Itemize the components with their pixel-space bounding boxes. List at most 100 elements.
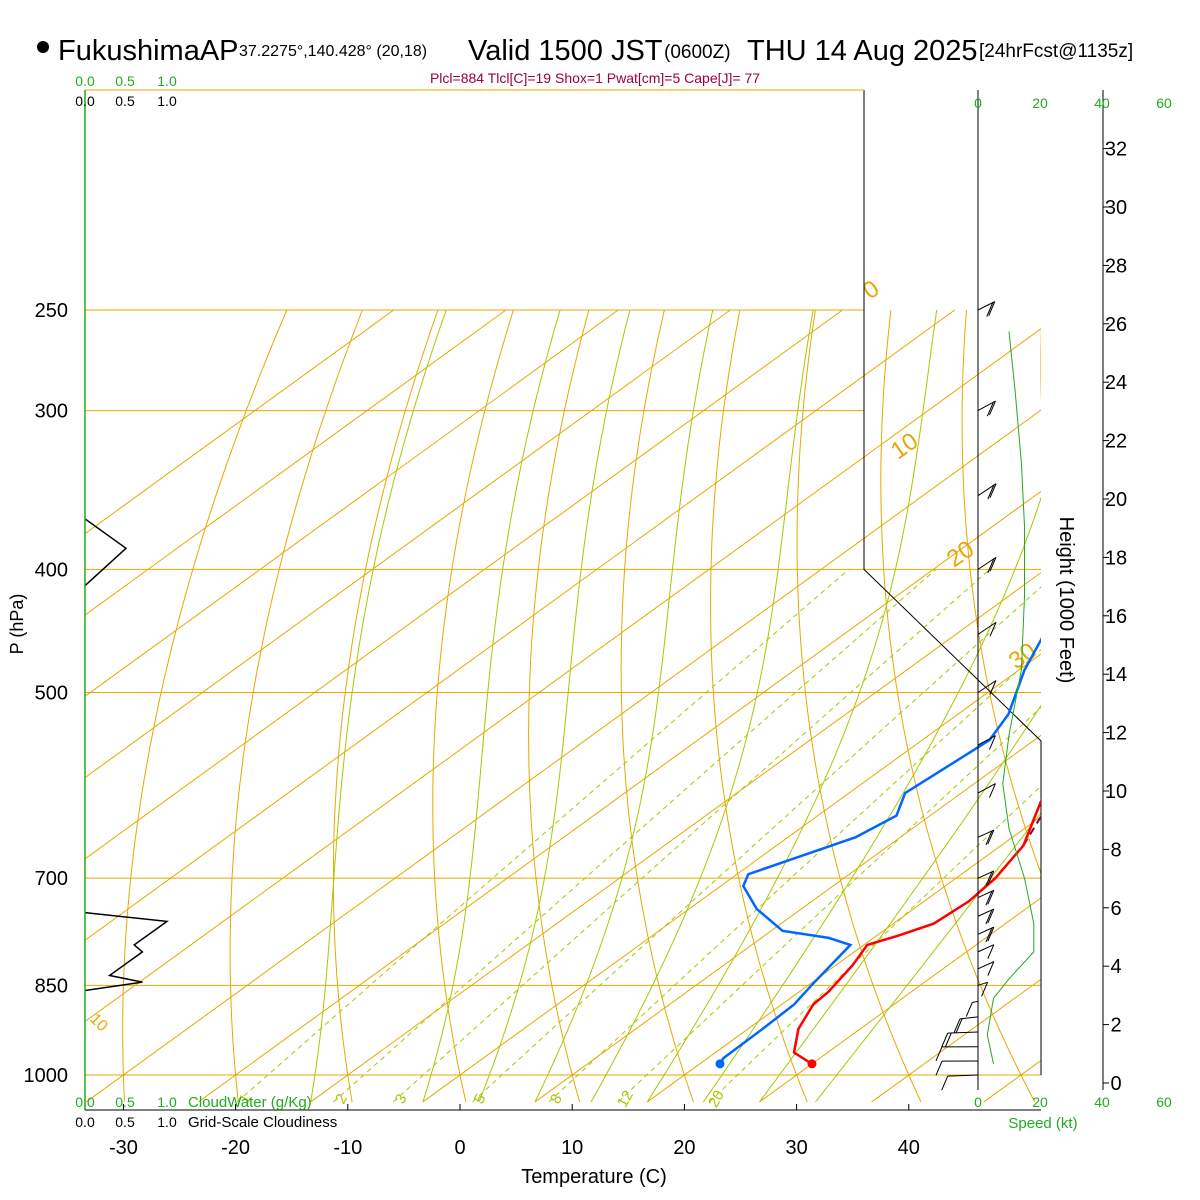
isotherm-line: [422, 653, 1041, 1103]
wind-barb: [977, 680, 997, 695]
speed-tick-top: 60: [1156, 95, 1172, 111]
moist-adiabat-line: [310, 309, 447, 1102]
x-axis-label: Temperature (C): [521, 1166, 667, 1188]
temperature-tick-label: -30: [109, 1137, 138, 1159]
mixing-ratio-line: [392, 569, 991, 1103]
cloud-water-tick-bottom: 0.5: [115, 1094, 135, 1110]
cloud-water-tick-bottom: 0.0: [75, 1094, 95, 1110]
dry-adiabat-line: [122, 309, 288, 1102]
wind-barb: [977, 961, 995, 976]
moist-adiabat-line: [422, 309, 561, 1103]
cloudiness-tick-bottom: 0.5: [115, 1114, 135, 1130]
isotherm-line: [85, 309, 955, 941]
mixing-ratio-label: 8: [547, 1091, 566, 1107]
speed-tick-top: 40: [1094, 95, 1110, 111]
speed-tick-top: 0: [974, 95, 982, 111]
isotherm-line: [983, 1059, 1041, 1103]
dry-adiabat-line: [528, 309, 590, 1103]
height-tick-label: 28: [1105, 255, 1127, 277]
speed-tick-top: 20: [1032, 95, 1048, 111]
cloud-water-tick-top: 1.0: [157, 73, 177, 89]
speed-axis-label: Speed (kt): [1008, 1115, 1077, 1132]
height-tick-label: 16: [1105, 606, 1127, 628]
surface-temperature-point: [807, 1059, 817, 1069]
speed-tick-bottom: 0: [974, 1094, 982, 1110]
isotherm-line: [85, 309, 731, 779]
height-tick-label: 26: [1105, 314, 1127, 336]
isotherm-line: [85, 309, 394, 535]
diagram-boundary: [863, 90, 1042, 1075]
wind-barb: [977, 926, 995, 943]
dry-adiabat-line: [1118, 310, 1200, 1102]
temperature-tick-label: 30: [785, 1137, 807, 1159]
height-tick-label: 8: [1110, 839, 1121, 861]
pressure-tick-label: 500: [35, 683, 68, 705]
wind-barb: [941, 1074, 979, 1091]
cloudiness-profile: [85, 518, 128, 587]
mixing-ratio-label: 5: [471, 1091, 490, 1107]
forecast-info: [24hrFcst@1135z]: [979, 41, 1133, 62]
wind-barb: [935, 1046, 979, 1062]
dewpoint-trace: [718, 637, 1041, 1065]
height-tick-label: 32: [1105, 139, 1127, 161]
temperature-tick-label: 10: [561, 1137, 583, 1159]
wind-barb: [977, 944, 995, 959]
valid-date: THU 14 Aug 2025: [747, 35, 978, 67]
dry-adiabat-line: [332, 309, 439, 1102]
moist-adiabat-line: [478, 309, 631, 1103]
wind-speed-profile: [986, 331, 1035, 1065]
mixing-ratio-label: 20: [705, 1088, 728, 1111]
dry-adiabat-line: [796, 309, 922, 1103]
isotherm-line: [85, 309, 843, 860]
speed-tick-bottom: 40: [1094, 1094, 1110, 1110]
dry-adiabat-line: [961, 309, 1041, 875]
dry-adiabat-label: 10: [886, 427, 923, 464]
height-tick-label: 18: [1105, 547, 1127, 569]
cloud-water-label: CloudWater (g/Kg): [188, 1094, 312, 1111]
height-tick-label: 30: [1105, 197, 1127, 219]
pressure-tick-label: 1000: [24, 1065, 69, 1087]
mixing-ratio-label: 12: [614, 1088, 637, 1111]
cloud-water-tick-bottom: 1.0: [157, 1094, 177, 1110]
surface-dewpoint-point: [715, 1059, 725, 1069]
pressure-tick-label: 700: [35, 868, 68, 890]
wind-barb: [977, 908, 995, 925]
cloud-water-tick-top: 0.0: [75, 73, 95, 89]
cloudiness-tick-top: 0.5: [115, 93, 135, 109]
isotherm-line: [85, 309, 507, 616]
dry-adiabat-line: [710, 309, 808, 1103]
y-axis-label: P (hPa): [7, 594, 27, 655]
wind-barb: [977, 556, 997, 573]
height-tick-label: 6: [1110, 898, 1121, 920]
dry-adiabat-line: [1193, 310, 1200, 1102]
pressure-tick-label: 400: [35, 559, 68, 581]
station-name: FukushimaAP: [58, 35, 239, 67]
moist-adiabat-line: [815, 812, 1041, 1103]
isotherm-line: [85, 409, 1041, 1103]
wind-barb: [977, 829, 995, 846]
height-tick-label: 24: [1105, 372, 1127, 394]
isotherm-label: 10: [86, 1011, 111, 1036]
cloudiness-label: Grid-Scale Cloudiness: [188, 1114, 337, 1131]
dry-adiabat-line: [229, 309, 363, 1102]
temperature-tick-label: 20: [673, 1137, 695, 1159]
isotherm-line: [646, 815, 1041, 1103]
mixing-ratio-label: 3: [392, 1091, 411, 1107]
temperature-tick-label: -10: [333, 1137, 362, 1159]
wind-barb: [965, 1000, 979, 1017]
height-axis-label: Height (1000 Feet): [1055, 517, 1077, 684]
dry-adiabat-label: 0: [858, 275, 884, 305]
mixing-ratio-line: [617, 706, 1041, 1103]
station-dot: [37, 41, 49, 53]
mixing-ratio-line: [709, 785, 1041, 1103]
wind-barb: [977, 621, 997, 637]
dry-adiabat-line: [1040, 325, 1041, 404]
mixing-ratio-line: [333, 569, 937, 1103]
zulu-time: (0600Z): [664, 42, 731, 63]
cloudiness-tick-top: 0.0: [75, 93, 95, 109]
dry-adiabat-label: 20: [942, 535, 979, 572]
speed-tick-bottom: 20: [1032, 1094, 1048, 1110]
wind-barb: [977, 981, 989, 997]
dry-adiabat-line: [880, 309, 1036, 1103]
cloudiness-tick-bottom: 1.0: [157, 1114, 177, 1130]
